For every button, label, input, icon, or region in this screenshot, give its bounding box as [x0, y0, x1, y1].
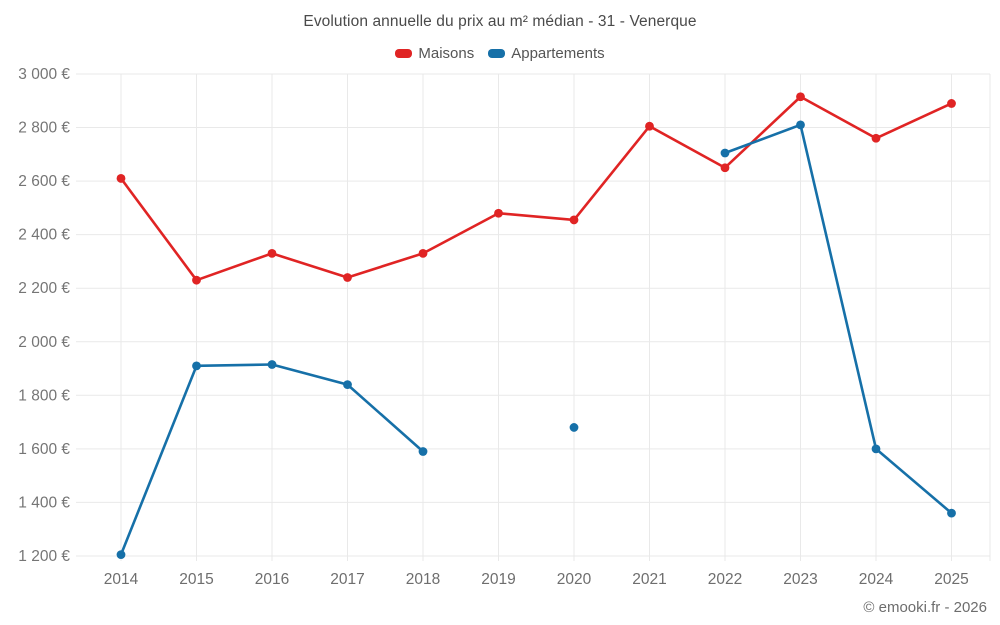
footer-credit: © emooki.fr - 2026: [863, 599, 987, 616]
x-axis-label-2018: 2018: [406, 571, 440, 588]
x-axis-label-2019: 2019: [481, 571, 515, 588]
x-axis-label-2022: 2022: [708, 571, 742, 588]
x-axis-label-2021: 2021: [632, 571, 666, 588]
point-appartements-2022: [720, 148, 730, 158]
point-appartements-2020: [569, 423, 579, 432]
legend-item-appartements[interactable]: Appartements: [488, 45, 605, 62]
y-axis-label-1400: 1 400 €: [18, 494, 70, 511]
point-appartements-2023: [796, 120, 805, 130]
x-axis-label-2014: 2014: [104, 571, 139, 588]
x-axis-label-2023: 2023: [783, 571, 817, 588]
x-axis-label-2016: 2016: [255, 571, 289, 588]
point-maisons-2015: [192, 275, 201, 285]
point-maisons-2018: [418, 248, 428, 258]
point-maisons-2019: [494, 208, 503, 218]
y-axis-label-3000: 3 000 €: [18, 66, 70, 83]
point-appartements-2025: [947, 508, 956, 518]
point-maisons-2023: [796, 92, 805, 102]
x-axis-label-2017: 2017: [330, 571, 364, 588]
point-maisons-2020: [569, 215, 579, 225]
y-axis-label-2200: 2 200 €: [18, 280, 70, 297]
legend-item-maisons[interactable]: Maisons: [395, 45, 474, 62]
point-maisons-2024: [871, 133, 881, 143]
y-axis-label-2000: 2 000 €: [18, 334, 70, 351]
x-axis-label-2015: 2015: [179, 571, 213, 588]
point-maisons-2025: [947, 99, 956, 108]
y-axis-label-1800: 1 800 €: [18, 387, 70, 404]
legend-label-maisons: Maisons: [418, 45, 475, 62]
series-line-maisons: [119, 95, 953, 282]
maisons-series-swatch-icon: [395, 49, 413, 58]
y-axis-label-2800: 2 800 €: [18, 120, 70, 137]
point-appartements-2017: [343, 380, 352, 389]
y-axis-label-1200: 1 200 €: [18, 548, 70, 565]
point-maisons-2014: [116, 174, 126, 183]
appartements-series-swatch-icon: [488, 49, 506, 58]
x-axis-label-2025: 2025: [934, 571, 968, 588]
point-appartements-2015: [192, 361, 201, 371]
point-appartements-2014: [116, 550, 126, 560]
x-axis-label-2024: 2024: [859, 571, 894, 588]
series-line-appartements: [723, 123, 953, 515]
point-appartements-2018: [418, 447, 428, 456]
point-maisons-2017: [343, 273, 352, 282]
legend: Maisons Appartements: [0, 45, 1000, 62]
point-appartements-2024: [871, 444, 881, 454]
y-axis-label-2600: 2 600 €: [18, 173, 70, 190]
legend-label-appartements: Appartements: [511, 45, 605, 62]
point-maisons-2021: [645, 121, 654, 131]
chart-title: Evolution annuelle du prix au m² médian …: [303, 13, 697, 30]
point-appartements-2016: [267, 360, 277, 369]
y-axis-label-1600: 1 600 €: [18, 441, 70, 458]
y-axis-label-2400: 2 400 €: [18, 227, 70, 244]
point-maisons-2022: [720, 163, 730, 173]
point-maisons-2016: [267, 248, 277, 258]
x-axis-label-2020: 2020: [557, 571, 592, 588]
